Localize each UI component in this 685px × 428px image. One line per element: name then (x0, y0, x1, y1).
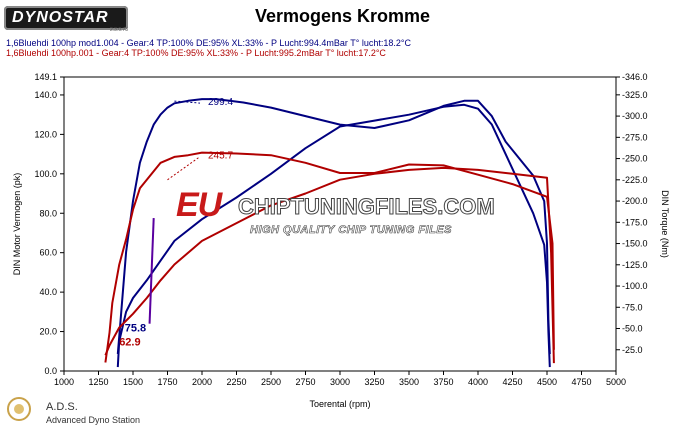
x-tick-label: 1750 (157, 377, 177, 387)
y-right-tick-label: -275.0 (622, 132, 648, 142)
chart-title: Vermogens Kromme (254, 6, 431, 26)
y-left-tick-label: 20.0 (39, 327, 57, 337)
y-right-tick-label: -225.0 (622, 175, 648, 185)
y-left-tick-label: 80.0 (39, 208, 57, 218)
logo-version: 2.3.0.73 (110, 27, 129, 33)
x-tick-label: 3750 (433, 377, 453, 387)
y-right-tick-label: -100.0 (622, 281, 648, 291)
x-tick-label: 2750 (295, 377, 315, 387)
low-label-blue_power: 75.8 (125, 323, 146, 335)
watermark-tagline: HIGH QUALITY CHIP TUNING FILES (250, 224, 453, 237)
x-tick-label: 4750 (571, 377, 591, 387)
footer-brand: A.D.S. (46, 401, 78, 413)
series-line-red_power (104, 166, 555, 364)
peak-label-red_torque: 245.7 (208, 151, 233, 162)
ads-logo-icon (7, 397, 31, 421)
x-tick-label: 2500 (261, 377, 281, 387)
y-right-tick-label: -300.0 (622, 111, 648, 121)
y-left-tick-label: 140.0 (34, 90, 57, 100)
low-label-red_power: 62.9 (119, 336, 140, 348)
y-right-tick-label: -150.0 (622, 239, 648, 249)
y-left-tick-label: 120.0 (34, 129, 57, 139)
y-right-tick-label: -75.0 (622, 302, 643, 312)
watermark-eu: EU (176, 186, 222, 224)
x-tick-label: 2000 (192, 377, 212, 387)
y-right-tick-label: -125.0 (622, 260, 648, 270)
x-tick-label: 5000 (606, 377, 626, 387)
y-left-tick-label: 149.1 (34, 72, 57, 82)
x-tick-label: 4000 (468, 377, 488, 387)
x-tick-label: 1000 (54, 377, 74, 387)
y-right-tick-label: -346.0 (622, 72, 648, 82)
peak-leader-blue_torque (174, 100, 201, 104)
run-label-2: 1,6Bluehdi 100hp.001 - Gear:4 TP:100% DE… (6, 48, 386, 58)
y-right-tick-label: -175.0 (622, 217, 648, 227)
dynostar-logo: DYNOSTAR (4, 6, 128, 30)
x-tick-label: 4250 (502, 377, 522, 387)
logo-text: DYNOSTAR (12, 9, 109, 26)
y-left-tick-label: 60.0 (39, 248, 57, 258)
x-tick-label: 2250 (226, 377, 246, 387)
footer-tagline: Advanced Dyno Station (46, 415, 141, 425)
watermark-site: CHIPTUNINGFILES.COM (238, 194, 496, 220)
y-left-tick-label: 0.0 (44, 366, 57, 376)
x-tick-label: 3000 (330, 377, 350, 387)
y-right-tick-label: -325.0 (622, 90, 648, 100)
y-right-tick-label: -250.0 (622, 154, 648, 164)
y-right-tick-label: -200.0 (622, 196, 648, 206)
series-line-blue_power (116, 103, 551, 368)
low-power-leader (148, 218, 155, 324)
x-axis-label: Toerental (rpm) (309, 399, 370, 409)
peak-label-blue_torque: 299.4 (208, 97, 233, 108)
y-right-tick-label: -25.0 (622, 345, 643, 355)
x-tick-label: 3250 (364, 377, 384, 387)
y-left-axis-label: DIN Motor Vermogen (pk) (12, 173, 22, 276)
series-line-red_torque (104, 151, 555, 363)
x-tick-label: 3500 (399, 377, 419, 387)
series-line-blue_torque (116, 98, 551, 355)
y-right-axis-label: DIN Torque (Nm) (660, 190, 670, 258)
x-tick-label: 4500 (537, 377, 557, 387)
y-right-tick-label: -50.0 (622, 324, 643, 334)
run-label-1: 1,6Bluehdi 100hp mod1.004 - Gear:4 TP:10… (6, 38, 411, 48)
y-left-tick-label: 100.0 (34, 169, 57, 179)
y-left-tick-label: 40.0 (39, 287, 57, 297)
x-tick-label: 1500 (123, 377, 143, 387)
peak-leader-red_torque (167, 156, 201, 181)
x-tick-label: 1250 (88, 377, 108, 387)
